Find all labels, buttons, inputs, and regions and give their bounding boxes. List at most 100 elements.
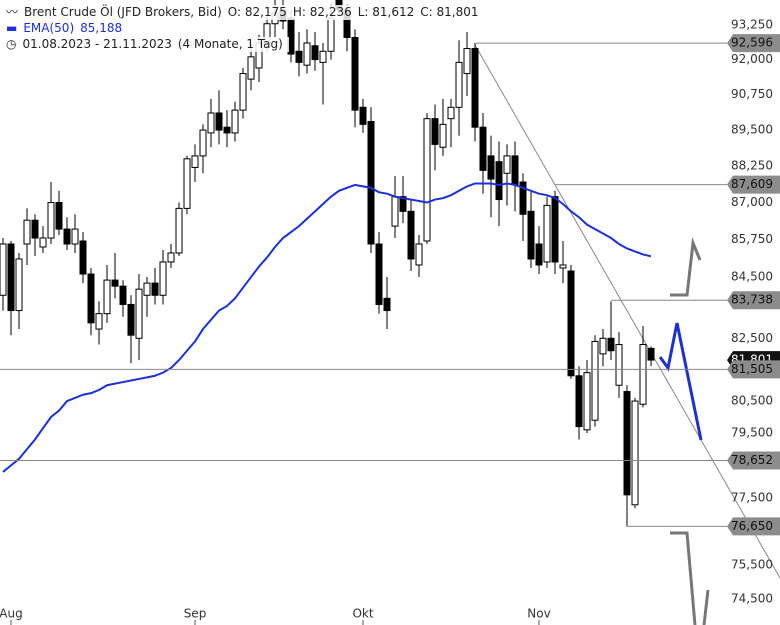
candle-body [559, 264, 567, 269]
candle-body [351, 36, 359, 111]
ema-legend: ▬ EMA(50) 85,188 [6, 21, 129, 36]
instrument-title: Brent Crude Öl (JFD Brokers, Bid) [24, 5, 222, 19]
candle-body [23, 219, 31, 245]
candle-body [159, 261, 167, 296]
candle-body [207, 112, 215, 134]
candle-body [551, 196, 559, 263]
ohlc: O: 82,175 [227, 5, 287, 19]
y-tick-label: 77,500 [731, 491, 773, 505]
y-tick-label: 84,500 [731, 270, 773, 284]
legend-name: EMA(50) [23, 21, 75, 35]
candle-body [183, 158, 191, 209]
y-tick-label: 88,250 [731, 159, 773, 173]
ema-line [2, 182, 652, 473]
legend-value: 85,188 [80, 21, 123, 35]
candle-body [191, 155, 199, 168]
candle-body [199, 129, 207, 157]
candle-body [631, 400, 639, 506]
y-tick-label: 90,750 [731, 87, 773, 101]
candle-body [575, 375, 583, 428]
candle-body [55, 202, 63, 230]
projection-arrow [658, 322, 703, 441]
candle-body [463, 48, 471, 75]
candle-body [527, 210, 535, 260]
candle-body [0, 243, 7, 296]
candle-body [447, 106, 455, 120]
candle-body [247, 56, 255, 80]
level-label: 76,650 [731, 519, 773, 533]
y-tick-label: 89,500 [731, 123, 773, 137]
header-line: 〰 Brent Crude Öl (JFD Brokers, Bid) O: 82,… [6, 5, 485, 20]
candle-body [319, 50, 327, 63]
candle-body [295, 50, 303, 63]
candle-body [359, 106, 367, 125]
candle-body [495, 161, 503, 201]
x-tick-label: Nov [527, 607, 550, 621]
candle-body [431, 118, 439, 145]
candle-body [607, 337, 615, 352]
candle-body [87, 273, 95, 324]
x-tick-label: Okt [352, 607, 373, 621]
candle-body [127, 303, 135, 336]
candle-body [47, 202, 55, 239]
y-tick-label: 92,000 [731, 52, 773, 66]
period: (4 Monate, 1 Tag) [177, 37, 283, 51]
level-box [727, 291, 780, 310]
candle-body [119, 285, 127, 305]
candle-body [239, 73, 247, 111]
candle-body [151, 282, 159, 296]
candle-body [303, 42, 311, 66]
ohlc: L: 81,612 [357, 5, 415, 19]
x-tick-label: Sep [184, 607, 207, 621]
scenario-arrow [702, 589, 710, 625]
candle-body [111, 279, 119, 287]
level-label: 92,596 [731, 36, 773, 50]
candle-body [399, 196, 407, 212]
y-tick-label: 80,500 [731, 394, 773, 408]
ohlc: C: 81,801 [420, 5, 479, 19]
candle-body [479, 126, 487, 171]
scenario-arrow [670, 237, 702, 297]
level-box [727, 360, 780, 379]
level-label: 87,609 [731, 177, 773, 191]
candle-body [383, 297, 391, 312]
candle-body [7, 243, 15, 312]
candle-body [367, 121, 375, 245]
level-label: 81,505 [731, 362, 773, 376]
candle-body [31, 219, 39, 239]
level-box [727, 451, 780, 470]
candle-body [223, 126, 231, 134]
candle-body [543, 204, 551, 263]
candle-body [647, 347, 655, 361]
candle-body [519, 181, 527, 215]
candle-body [439, 123, 447, 148]
candle-body [71, 228, 79, 245]
y-tick-label: 87,000 [731, 195, 773, 209]
candle-body [487, 155, 495, 180]
candle-body [455, 61, 463, 108]
candle-body [311, 45, 319, 61]
candle-body [583, 372, 591, 431]
candle-body [415, 243, 423, 266]
candle-body [39, 237, 47, 248]
candle-body [79, 240, 87, 275]
candle-body [615, 344, 623, 386]
candle-body [599, 337, 607, 355]
candle-body [423, 118, 431, 242]
candle-body [623, 391, 631, 496]
y-tick-label: 74,500 [731, 592, 773, 606]
y-tick-label: 79,500 [731, 426, 773, 440]
y-tick-label: 93,250 [731, 18, 773, 32]
candle-body [143, 282, 151, 296]
candle-body [407, 210, 415, 260]
candle-body [103, 279, 111, 315]
candle-body [375, 243, 383, 305]
level-box [727, 517, 780, 536]
candle-body [63, 228, 71, 245]
y-tick-label: 75,500 [731, 558, 773, 572]
level-label: 78,652 [731, 453, 773, 467]
candle-body [215, 112, 223, 131]
y-tick-label: 85,750 [731, 232, 773, 246]
ohlc: H: 82,236 [292, 5, 352, 19]
